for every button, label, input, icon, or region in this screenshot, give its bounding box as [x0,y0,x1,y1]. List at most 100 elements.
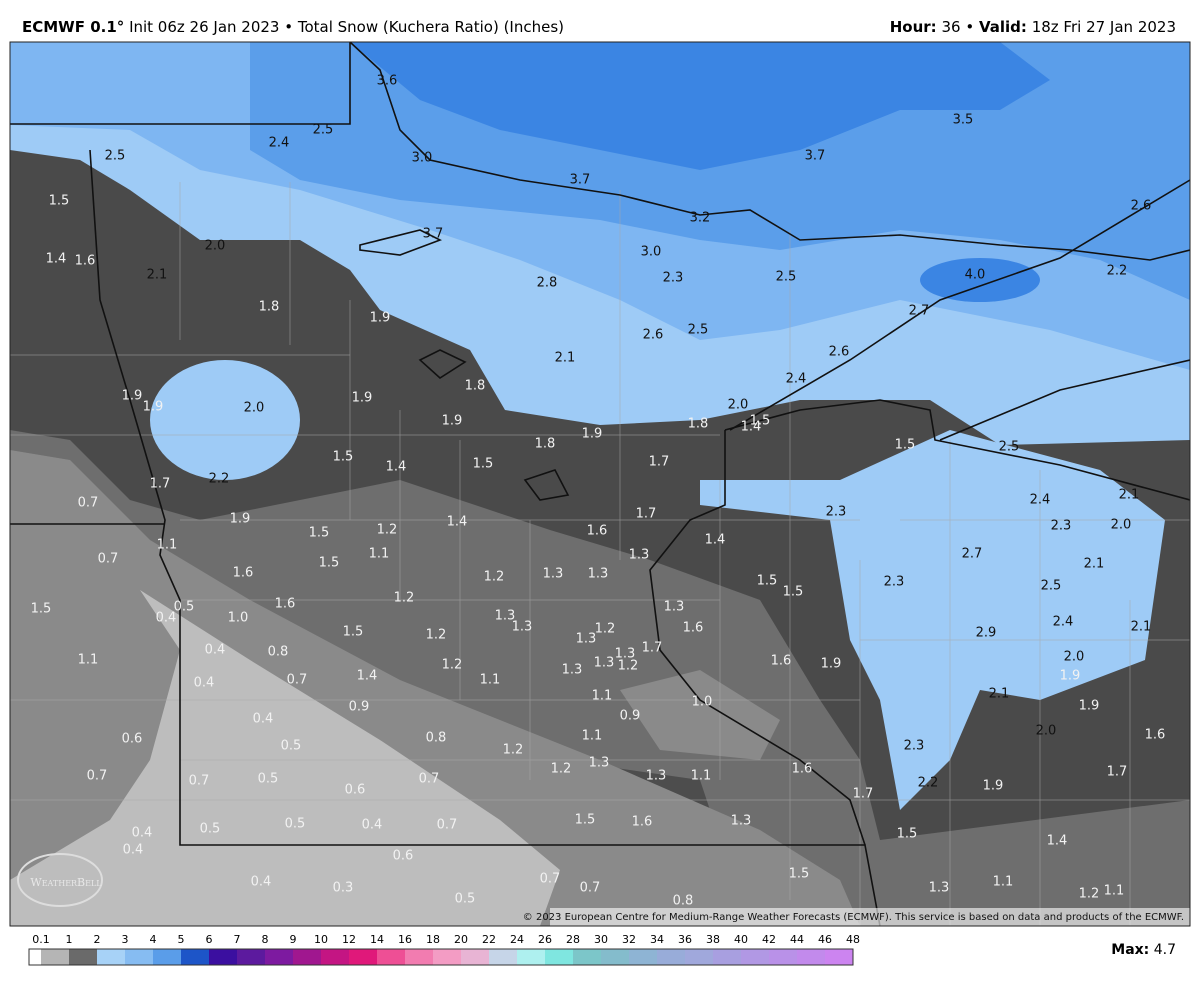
snow-label: 1.5 [309,526,330,541]
snow-label: 2.3 [826,505,847,520]
snow-label: 1.4 [705,533,726,548]
snow-label: 0.4 [132,826,153,841]
snow-label: 1.4 [447,515,468,530]
model: ECMWF 0.1° [22,18,124,36]
snow-label: 3.6 [377,74,398,89]
snow-label: 1.6 [771,654,792,669]
snow-label: 1.3 [629,548,650,563]
snow-label: 0.7 [437,818,458,833]
colorbar-tick-label: 30 [594,933,608,946]
colorbar-segment [517,949,545,965]
colorbar-segment [769,949,797,965]
colorbar-segment [321,949,349,965]
snow-label: 1.6 [632,815,653,830]
colorbar-tick-label: 22 [482,933,496,946]
snow-label: 3.7 [570,173,591,188]
snow-label: 1.1 [592,689,613,704]
snow-label: 0.8 [426,731,447,746]
colorbar-segment [545,949,573,965]
snow-label: 0.6 [345,783,366,798]
snow-label: 0.9 [620,709,641,724]
header-left: ECMWF 0.1° Init 06z 26 Jan 2023 • Total … [22,18,564,36]
snow-label: 2.6 [1131,199,1152,214]
colorbar-segment [293,949,321,965]
snow-label: 2.1 [555,351,576,366]
colorbar-segment [97,949,125,965]
snow-label: 4.0 [965,268,986,283]
colorbar-segment [41,949,69,965]
snow-label: 1.5 [789,867,810,882]
snow-label: 2.5 [999,440,1020,455]
colorbar-segment [657,949,685,965]
snow-label: 1.5 [473,457,494,472]
snow-label: 1.2 [618,659,639,674]
colorbar-tick-label: 6 [206,933,213,946]
snow-label: 2.1 [989,687,1010,702]
colorbar-tick-label: 34 [650,933,664,946]
snow-label: 3.7 [423,227,444,242]
snow-label: 1.3 [562,663,583,678]
snow-label: 1.3 [594,656,615,671]
snow-label: 1.5 [319,556,340,571]
snow-label: 2.1 [1119,488,1140,503]
snow-label: 1.9 [352,391,373,406]
colorbar-tick-label: 18 [426,933,440,946]
snow-label: 1.8 [465,379,486,394]
snow-label: 0.4 [194,676,215,691]
colorbar-tick-label: 36 [678,933,692,946]
snow-label: 2.0 [244,401,265,416]
colorbar-tick-label: 12 [342,933,356,946]
snow-label: 0.4 [362,818,383,833]
max-label: Max: [1111,942,1149,958]
colorbar-tick-label: 32 [622,933,636,946]
snow-label: 1.6 [275,597,296,612]
snow-label: 1.1 [993,875,1014,890]
snow-label: 1.5 [750,414,771,429]
snow-label: 0.4 [123,843,144,858]
snow-label: 1.4 [1047,834,1068,849]
snow-label: 2.2 [1107,264,1128,279]
snow-label: 2.4 [786,372,807,387]
snow-label: 0.7 [87,769,108,784]
snow-label: 1.5 [783,585,804,600]
snow-label: 2.3 [1051,519,1072,534]
snow-label: 1.2 [595,622,616,637]
snow-label: 2.2 [918,776,939,791]
max: Max: 4.7 [1111,942,1176,958]
snow-label: 2.0 [1036,724,1057,739]
snow-label: 1.2 [551,762,572,777]
snow-label: 2.0 [205,239,226,254]
colorbar-tick-label: 14 [370,933,384,946]
colorbar-segment [237,949,265,965]
snow-label: 0.4 [205,643,226,658]
snow-label: 0.5 [281,739,302,754]
snow-label: 2.9 [976,626,997,641]
snow-label: 1.4 [46,252,67,267]
snow-label: 1.3 [495,609,516,624]
snow-label: 1.9 [230,512,251,527]
snow-label: 1.2 [394,591,415,606]
colorbar-tick-label: 20 [454,933,468,946]
snow-label: 0.5 [258,772,279,787]
snow-label: 0.5 [200,822,221,837]
snow-label: 0.4 [251,875,272,890]
snow-label: 1.7 [649,455,670,470]
snow-label: 1.7 [636,507,657,522]
hour-label: Hour: [890,18,937,36]
snow-label: 2.3 [884,575,905,590]
snow-label: 2.0 [728,398,749,413]
snow-label: 1.3 [615,647,636,662]
snow-label: 1.9 [1060,669,1081,684]
snow-label: 2.7 [962,547,983,562]
snow-label: 1.3 [731,814,752,829]
snow-label: 1.6 [587,524,608,539]
snow-label: 1.1 [1104,884,1125,899]
snow-label: 1.7 [1107,765,1128,780]
snow-label: 1.9 [442,414,463,429]
snow-label: 3.5 [953,113,974,128]
snow-label: 1.3 [588,567,609,582]
snow-label: 1.4 [357,669,378,684]
snow-label: 1.5 [343,625,364,640]
snow-area [150,360,300,480]
colorbar-segment [825,949,853,965]
